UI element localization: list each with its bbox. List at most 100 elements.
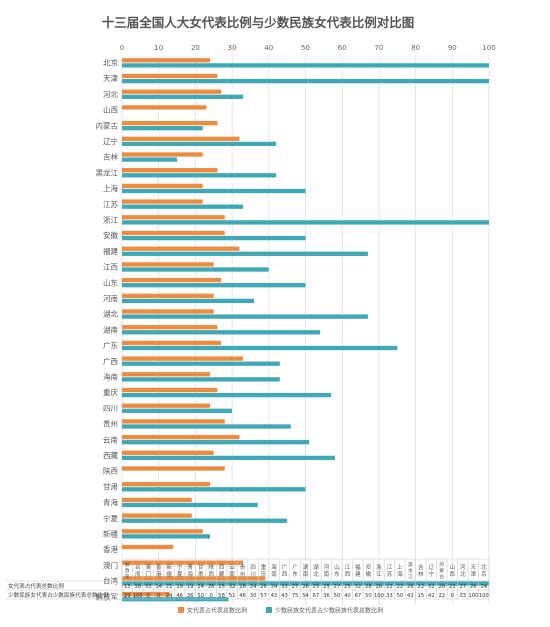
bar-female-ratio (122, 434, 240, 440)
category-label: 上海 (103, 183, 118, 193)
table-cell-female-ratio: 13 (124, 584, 131, 590)
table-cell-minority-female-ratio: 58 (218, 593, 225, 599)
table-cell-minority-female-ratio: 42 (407, 593, 414, 599)
bar-female-ratio (122, 152, 203, 157)
y-tick-labels: 北京天津河北山西内蒙古辽宁吉林黑龙江上海江苏浙江安徽福建江西山东河南湖北湖南广东… (96, 57, 119, 601)
table-cell-minority-female-ratio: 43 (271, 593, 278, 599)
table-cell-minority-female-ratio: 30 (250, 593, 257, 599)
category-label: 宁夏 (103, 513, 118, 523)
table-column-header: 宁夏 (177, 563, 183, 578)
table-cell-minority-female-ratio: 22 (439, 593, 446, 599)
bar-minority-female-ratio (122, 126, 203, 131)
bar-minority-female-ratio (122, 157, 178, 162)
legend-swatch-female-ratio (178, 607, 184, 613)
bar-minority-female-ratio (122, 487, 306, 492)
table-column-header: 辽宁 (429, 563, 435, 578)
table-cell-minority-female-ratio: 33 (386, 593, 393, 599)
table-column-header: 新疆 (166, 563, 172, 578)
table-cell-minority-female-ratio: 46 (239, 593, 246, 599)
x-tick-label: 100 (482, 44, 495, 52)
category-label: 江苏 (103, 199, 118, 209)
category-label: 山西 (103, 105, 118, 115)
table-column-header: 湖北 (313, 563, 319, 578)
table-cell-female-ratio: 25 (344, 584, 351, 590)
bar-minority-female-ratio (122, 173, 277, 178)
category-label: 江西 (103, 263, 118, 272)
category-label: 河南 (103, 293, 118, 303)
table-cell-female-ratio: 32 (229, 584, 236, 590)
table-column-header: 广西 (282, 563, 288, 578)
bar-female-ratio (122, 309, 214, 314)
bar-female-ratio (122, 450, 214, 455)
bar-female-ratio (122, 325, 218, 330)
x-tick-label: 0 (120, 44, 124, 52)
category-label: 四川 (103, 404, 118, 413)
table-column-header: 山东 (334, 563, 340, 578)
category-label: 解放军 (96, 591, 119, 601)
table-cell-female-ratio: 26 (260, 584, 267, 590)
category-label: 广西 (103, 356, 118, 366)
legend: 女代表占代表总数比例 少数民族女代表占少数民族代表总数比例 (178, 607, 383, 615)
table-column-header: 天津 (470, 564, 476, 578)
table-row-label: 女代表占代表总数比例 (8, 582, 64, 590)
bar-minority-female-ratio (122, 283, 306, 288)
table-column-header: 黑龙江 (408, 562, 413, 580)
table-cell-minority-female-ratio: 54 (302, 593, 309, 599)
table-column-header: 台湾 (135, 563, 141, 578)
category-label: 台湾 (103, 576, 118, 586)
table-cell-female-ratio: 28 (376, 584, 383, 590)
table-cell-female-ratio: 24 (271, 584, 278, 590)
table-cell-female-ratio: 19 (187, 584, 194, 590)
category-label: 重庆 (103, 387, 118, 397)
bar-minority-female-ratio (122, 534, 211, 539)
table-cell-female-ratio: 22 (418, 584, 425, 590)
table-column-header: 甘肃 (198, 563, 204, 578)
category-label: 黑龙江 (96, 167, 119, 177)
bar-female-ratio (122, 529, 203, 534)
x-tick-label: 50 (301, 44, 310, 52)
table-column-header: 江西 (345, 564, 351, 578)
table-column-header: 上海 (397, 563, 403, 578)
table-cell-female-ratio: 21 (166, 584, 173, 590)
bar-female-ratio (122, 591, 170, 597)
table-cell-minority-female-ratio: 100 (374, 593, 384, 599)
table-cell-minority-female-ratio: 40 (344, 593, 351, 599)
category-label: 青海 (103, 497, 118, 507)
table-column-header: 河南 (324, 563, 330, 578)
table-column-header: 海南 (271, 563, 277, 578)
bar-female-ratio (122, 513, 192, 518)
bar-minority-female-ratio (122, 440, 310, 445)
table-cell-female-ratio: 22 (397, 584, 404, 590)
table-cell-minority-female-ratio: 42 (428, 593, 435, 599)
table-cell-minority-female-ratio: 36 (187, 593, 194, 599)
bar-minority-female-ratio (122, 267, 269, 272)
table-cell-minority-female-ratio: 100 (468, 593, 478, 599)
table-cell-minority-female-ratio: 75 (292, 593, 299, 599)
x-tick-label: 80 (411, 44, 420, 52)
category-label: 澳门 (103, 560, 118, 570)
table-cell-minority-female-ratio: 0 (209, 593, 212, 599)
bar-minority-female-ratio (122, 455, 335, 461)
table-cell-minority-female-ratio: 24 (166, 593, 173, 599)
table-cell-female-ratio: 27 (292, 584, 299, 590)
bar-female-ratio (122, 482, 211, 487)
table-column-header: 河北 (460, 563, 466, 578)
bar-minority-female-ratio (122, 94, 244, 99)
category-label: 吉林 (103, 152, 118, 162)
table-cell-female-ratio: 27 (334, 584, 341, 590)
bar-minority-female-ratio (122, 298, 255, 304)
bar-minority-female-ratio (122, 330, 321, 335)
bar-female-ratio (122, 73, 218, 79)
table-cell-female-ratio: 19 (176, 584, 183, 590)
table-cell-minority-female-ratio: 43 (281, 593, 288, 599)
bar-minority-female-ratio (122, 518, 288, 523)
bar-female-ratio (122, 246, 240, 251)
bar-minority-female-ratio (122, 424, 291, 429)
table-cell-minority-female-ratio: 0 (157, 593, 160, 599)
bar-minority-female-ratio (122, 251, 368, 256)
table-cell-minority-female-ratio: 50 (365, 593, 372, 599)
table-cell-minority-female-ratio: 67 (355, 593, 362, 599)
bar-minority-female-ratio (122, 314, 368, 319)
bar-female-ratio (122, 58, 211, 63)
table-cell-minority-female-ratio: 15 (418, 593, 425, 599)
